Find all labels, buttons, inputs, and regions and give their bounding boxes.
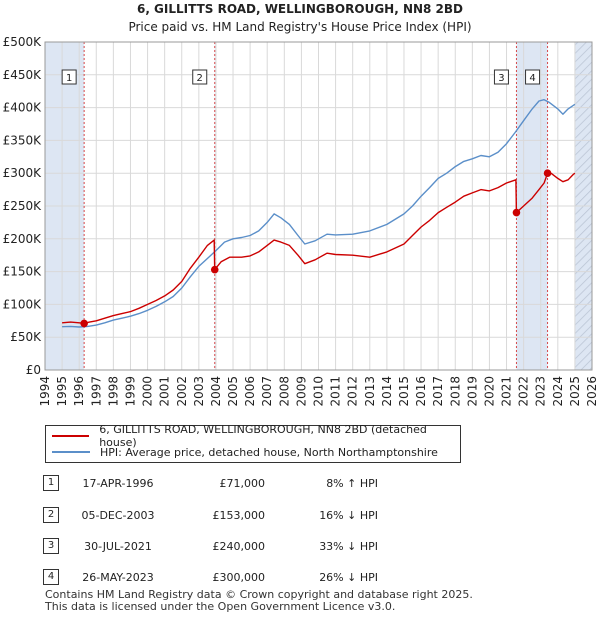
y-tick-label: £250K [3, 199, 43, 213]
transaction-price: £300,000 [212, 571, 266, 584]
x-tick-label: 2016 [414, 376, 428, 407]
table-row: 3 30-JUL-2021 £240,000 33% ↓ HPI [43, 538, 463, 558]
transaction-label-box [192, 69, 208, 85]
x-tick-label: 2002 [175, 376, 189, 407]
transaction-number: 4 [43, 569, 59, 585]
transaction-price: £153,000 [212, 509, 266, 522]
property-line-swatch [52, 435, 90, 437]
transaction-label: 3 [498, 73, 504, 84]
x-tick-label: 1997 [89, 376, 103, 407]
y-tick-label: £200K [3, 232, 43, 246]
x-tick-label: 1995 [55, 376, 69, 407]
x-tick-label: 2007 [260, 376, 274, 407]
transaction-number: 2 [43, 507, 59, 523]
price-chart: £0 £50K £100K £150K £200K £250K £300K £350K £400… [3, 35, 599, 407]
transaction-price: £240,000 [212, 540, 266, 553]
legend-property-label: 6, GILLITTS ROAD, WELLINGBOROUGH, NN8 2B… [99, 423, 427, 449]
transaction-price: £71,000 [219, 477, 266, 490]
table-row: 4 26-MAY-2023 £300,000 26% ↓ HPI [43, 569, 463, 589]
x-tick-label: 1999 [123, 376, 137, 407]
x-tick-label: 2019 [465, 376, 479, 407]
x-tick-label: 2025 [568, 376, 582, 407]
footer-copyright: Contains HM Land Registry data © Crown c… [45, 588, 473, 601]
plot-frame [44, 41, 593, 371]
x-tick-label: 2011 [329, 376, 343, 407]
chart-subtitle: Price paid vs. HM Land Registry's House … [128, 20, 472, 34]
y-tick-label: £0 [26, 363, 41, 377]
transaction-number: 1 [43, 475, 59, 491]
y-tick-label: £150K [3, 265, 43, 279]
y-tick-label: £450K [3, 68, 43, 82]
x-tick-label: 2008 [277, 376, 291, 407]
transaction-label: 4 [529, 73, 535, 84]
transaction-point [512, 208, 521, 217]
transaction-number: 3 [43, 538, 59, 554]
y-tick-label: £50K [10, 330, 42, 344]
property-price-line [62, 172, 576, 325]
transaction-label-box [61, 69, 77, 85]
x-tick-label: 2021 [500, 376, 514, 407]
legend-item-hpi: HPI: Average price, detached house, Nort… [52, 444, 438, 460]
x-tick-label: 2018 [448, 376, 462, 407]
x-tick-label: 2023 [534, 376, 548, 407]
x-tick-label: 2004 [209, 376, 223, 407]
transaction-hpi-diff: 33% ↓ HPI [319, 540, 378, 553]
x-tick-label: 2014 [380, 376, 394, 407]
x-tick-label: 2005 [226, 376, 240, 407]
transaction-hpi-diff: 26% ↓ HPI [319, 571, 378, 584]
transaction-hpi-diff: 16% ↓ HPI [319, 509, 378, 522]
transaction-date: 05-DEC-2003 [81, 509, 155, 522]
x-tick-label: 2020 [482, 376, 496, 407]
transaction-label: 1 [66, 73, 72, 84]
y-tick-label: £100K [3, 297, 43, 311]
x-tick-label: 2013 [363, 376, 377, 407]
legend-hpi-label: HPI: Average price, detached house, Nort… [100, 445, 438, 459]
chart-title: 6, GILLITTS ROAD, WELLINGBOROUGH, NN8 2B… [136, 2, 464, 16]
transaction-date: 26-MAY-2023 [82, 571, 154, 584]
x-tick-label: 2017 [431, 376, 445, 407]
hpi-line [62, 99, 576, 328]
table-row: 1 17-APR-1996 £71,000 8% ↑ HPI [43, 475, 463, 495]
x-tick-label: 2009 [294, 376, 308, 407]
y-tick-label: £300K [3, 166, 43, 180]
x-tick-label: 2015 [397, 376, 411, 407]
x-tick-label: 2010 [312, 376, 326, 407]
x-tick-label: 1998 [106, 376, 120, 407]
transaction-date: 30-JUL-2021 [84, 540, 152, 553]
transaction-label-box [493, 69, 509, 85]
x-tick-label: 2024 [551, 376, 565, 407]
x-tick-label: 2012 [346, 376, 360, 407]
y-tick-label: £350K [3, 133, 43, 147]
transaction-date: 17-APR-1996 [82, 477, 154, 490]
x-tick-label: 2006 [243, 376, 257, 407]
transaction-point [80, 319, 88, 328]
transaction-hpi-diff: 8% ↑ HPI [326, 477, 378, 490]
x-tick-label: 1996 [72, 376, 86, 407]
x-tick-label: 2026 [585, 376, 599, 407]
footer-attribution: Contains HM Land Registry data © Crown c… [45, 589, 473, 613]
x-tick-label: 2022 [517, 376, 531, 407]
x-tick-label: 2001 [158, 376, 172, 407]
legend: 6, GILLITTS ROAD, WELLINGBOROUGH, NN8 2B… [45, 423, 461, 463]
legend-item-property: 6, GILLITTS ROAD, WELLINGBOROUGH, NN8 2B… [52, 423, 460, 449]
x-tick-label: 2000 [141, 376, 155, 407]
transaction-point [543, 169, 552, 177]
table-row: 2 05-DEC-2003 £153,000 16% ↓ HPI [43, 507, 463, 527]
x-tick-label: 1994 [38, 376, 52, 407]
y-tick-label: £500K [3, 35, 43, 49]
hpi-line-swatch [52, 451, 90, 453]
y-tick-label: £400K [3, 101, 43, 115]
footer-licence: This data is licensed under the Open Gov… [45, 600, 396, 613]
transaction-label-box [525, 69, 541, 85]
transaction-label: 2 [197, 73, 203, 84]
x-tick-label: 2003 [192, 376, 206, 407]
transaction-point [210, 265, 219, 274]
